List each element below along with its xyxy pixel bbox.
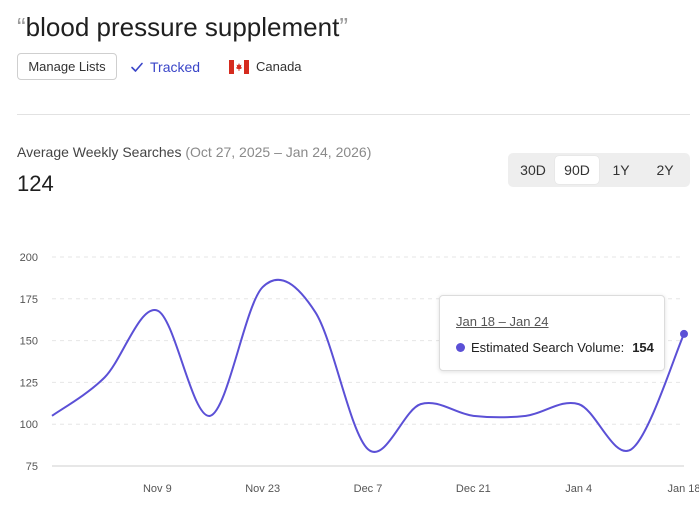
range-30d-button[interactable]: 30D xyxy=(520,162,546,178)
summary-label: Average Weekly Searches xyxy=(17,144,182,160)
series-dot-icon xyxy=(456,343,465,352)
tooltip-row: Estimated Search Volume: 154 xyxy=(456,340,654,355)
y-tick-label: 175 xyxy=(20,294,38,306)
x-tick-label: Nov 23 xyxy=(245,483,280,495)
tooltip-value: 154 xyxy=(632,340,654,355)
summary-date-range: (Oct 27, 2025 – Jan 24, 2026) xyxy=(185,144,372,160)
tooltip-label: Estimated Search Volume: xyxy=(471,340,625,355)
country-label: Canada xyxy=(256,59,302,74)
tracked-toggle[interactable]: Tracked xyxy=(130,59,200,75)
chart-tooltip: Jan 18 – Jan 24 Estimated Search Volume:… xyxy=(439,295,665,371)
y-tick-label: 75 xyxy=(26,461,38,473)
x-tick-label: Jan 18 xyxy=(667,483,699,495)
range-1y-button[interactable]: 1Y xyxy=(612,162,630,178)
section-divider xyxy=(17,114,690,115)
keyword-text: blood pressure supplement xyxy=(25,12,340,42)
y-tick-label: 100 xyxy=(20,419,38,431)
country-selector[interactable]: Canada xyxy=(229,59,302,74)
manage-lists-button[interactable]: Manage Lists xyxy=(17,53,117,80)
y-tick-label: 200 xyxy=(20,252,38,264)
x-tick-label: Dec 7 xyxy=(354,483,383,495)
y-tick-label: 125 xyxy=(20,377,38,389)
x-tick-label: Nov 9 xyxy=(143,483,172,495)
open-quote: “ xyxy=(17,12,26,42)
x-tick-label: Jan 4 xyxy=(565,483,592,495)
tooltip-date: Jan 18 – Jan 24 xyxy=(456,314,549,329)
check-icon xyxy=(131,62,143,72)
highlighted-data-point xyxy=(680,329,688,338)
x-tick-label: Dec 21 xyxy=(456,483,491,495)
summary-heading: Average Weekly Searches (Oct 27, 2025 – … xyxy=(17,144,371,160)
search-volume-chart[interactable]: 75 100 125 150 175 200 Nov 9 Nov 23 Dec 7 Dec 21 J… xyxy=(0,240,699,507)
y-tick-label: 150 xyxy=(20,336,38,348)
average-value: 124 xyxy=(17,171,54,196)
keyword-title: “blood pressure supplement” xyxy=(17,12,348,43)
tracked-label: Tracked xyxy=(150,59,201,75)
time-range-selector: 30D 90D 1Y 2Y xyxy=(508,153,690,187)
range-2y-button[interactable]: 2Y xyxy=(656,162,674,178)
canada-flag-icon xyxy=(229,59,249,74)
range-90d-button[interactable]: 90D xyxy=(555,156,599,184)
series-line xyxy=(51,278,685,453)
close-quote: ” xyxy=(339,12,348,42)
